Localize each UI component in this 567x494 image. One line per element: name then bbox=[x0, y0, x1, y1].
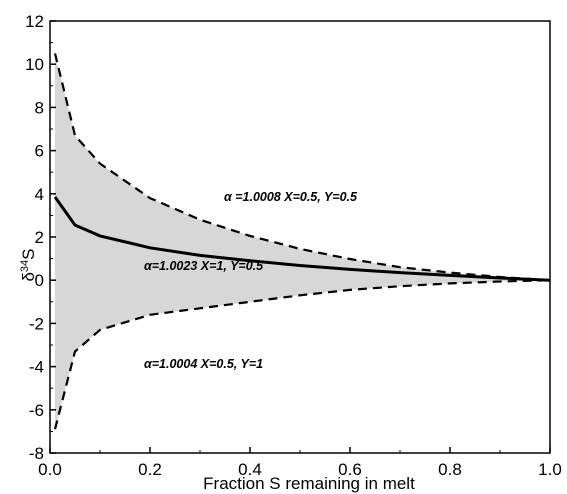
y-tick-label: 4 bbox=[35, 185, 44, 204]
annotation-upper-curve: α =1.0008 X=0.5, Y=0.5 bbox=[224, 190, 358, 204]
series-line-2 bbox=[53, 279, 551, 430]
y-tick-label: -8 bbox=[29, 444, 44, 463]
x-tick-label: 1.0 bbox=[538, 460, 562, 479]
y-axis-title: δ34S bbox=[19, 248, 38, 281]
series-line-0 bbox=[53, 53, 551, 282]
series-line-1 bbox=[53, 196, 551, 282]
annotations: α =1.0008 X=0.5, Y=0.5 α=1.0023 X=1, Y=0… bbox=[144, 190, 358, 371]
x-tick-label: 0.8 bbox=[438, 460, 462, 479]
x-tick-label: 0.6 bbox=[338, 460, 362, 479]
y-axis: 12 10 8 6 4 2 0 -2 -4 -6 -8 bbox=[25, 12, 56, 463]
y-tick-label: -6 bbox=[29, 401, 44, 420]
y-tick-label: 2 bbox=[35, 228, 44, 247]
y-tick-label: -2 bbox=[29, 314, 44, 333]
x-tick-label: 0.2 bbox=[138, 460, 162, 479]
y-tick-label: 0 bbox=[35, 271, 44, 290]
shaded-region bbox=[55, 53, 550, 430]
annotation-middle-curve: α=1.0023 X=1, Y=0.5 bbox=[144, 259, 264, 273]
x-tick-label: 0.0 bbox=[38, 460, 62, 479]
y-tick-label: 6 bbox=[35, 142, 44, 161]
annotation-lower-curve: α=1.0004 X=0.5, Y=1 bbox=[144, 357, 263, 371]
x-tick-label: 0.4 bbox=[238, 460, 262, 479]
x-axis: 0.0 0.2 0.4 0.6 0.8 1.0 bbox=[38, 447, 562, 479]
y-tick-label: 10 bbox=[25, 55, 44, 74]
y-tick-label: -4 bbox=[29, 358, 44, 377]
x-axis-title: Fraction S remaining in melt bbox=[203, 474, 415, 493]
y-tick-label: 8 bbox=[35, 98, 44, 117]
plot-area: α =1.0008 X=0.5, Y=0.5 α=1.0023 X=1, Y=0… bbox=[25, 12, 562, 479]
y-tick-label: 12 bbox=[25, 12, 44, 31]
series-layer bbox=[53, 53, 551, 430]
